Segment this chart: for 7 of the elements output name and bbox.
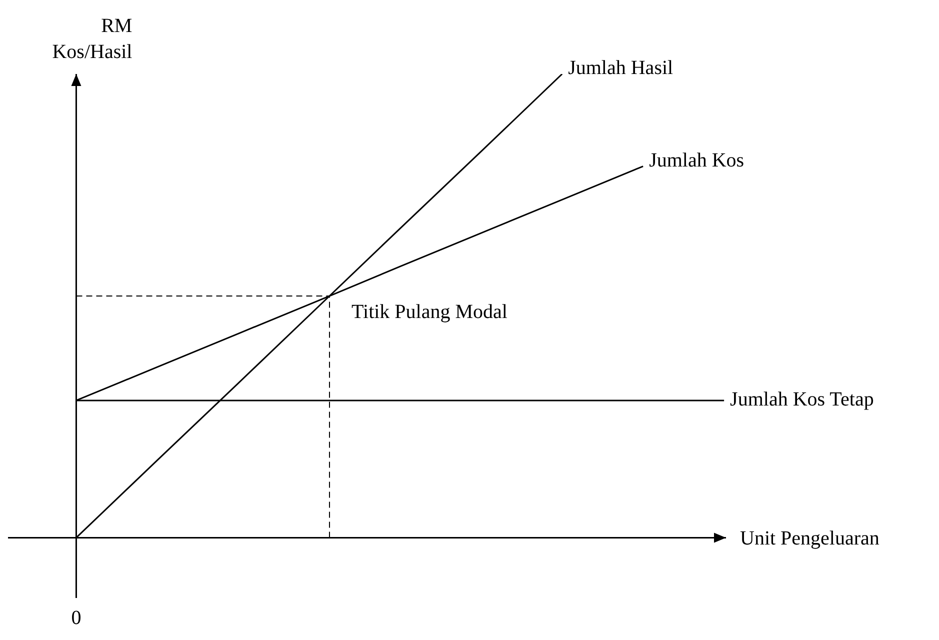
y-axis-title: RM Kos/Hasil xyxy=(52,15,133,63)
series-label: Jumlah Kos Tetap xyxy=(730,388,874,410)
series-label: Jumlah Hasil xyxy=(568,57,674,79)
text: 0 xyxy=(71,607,82,629)
series-label: Jumlah Kos xyxy=(649,149,744,172)
x-axis-title: Unit Pengeluaran xyxy=(740,528,880,550)
annotation: Titik Pulang Modal xyxy=(352,300,508,323)
